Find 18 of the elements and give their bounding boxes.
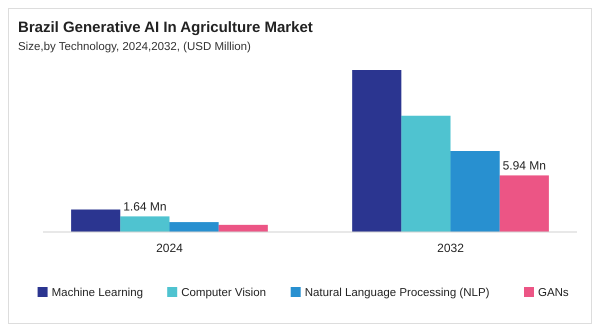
bar: [218, 224, 268, 232]
x-tick-label: 2032: [437, 241, 464, 255]
bar: [401, 116, 451, 232]
data-label: 1.64 Mn: [123, 199, 167, 214]
bar: [500, 175, 549, 232]
chart-title: Brazil Generative AI In Agriculture Market: [18, 19, 313, 36]
legend-label: Natural Language Processing (NLP): [304, 287, 490, 299]
legend-label: Machine Learning: [52, 287, 144, 299]
bar: [352, 70, 402, 232]
bar: [450, 151, 500, 232]
legend-label: GANs: [538, 287, 569, 299]
data-label: 5.94 Mn: [502, 158, 546, 172]
bar: [71, 210, 120, 232]
chart-subtitle: Size,by Technology, 2024,2032, (USD Million): [18, 41, 252, 53]
bar: [169, 222, 219, 232]
legend-label: Computer Vision: [181, 287, 266, 299]
bar: [120, 216, 170, 232]
x-tick-label: 2024: [156, 241, 184, 255]
